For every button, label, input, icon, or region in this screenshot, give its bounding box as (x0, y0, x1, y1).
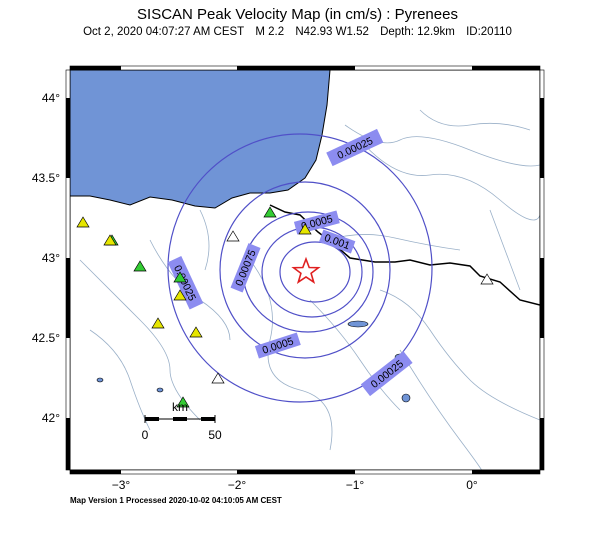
scale-unit: km (172, 400, 188, 414)
lon-tick-label: −1° (346, 478, 365, 492)
lat-tick-label: 42° (42, 411, 60, 425)
station-yellow (76, 216, 90, 228)
event-id: ID:20110 (466, 26, 512, 38)
station-white (226, 230, 240, 242)
station-green (173, 271, 187, 283)
contour-inner (279, 241, 351, 303)
lat-axis: 44° 43.5° 43° 42.5° 42° (32, 91, 60, 425)
lon-axis: −3° −2° −1° 0° (112, 478, 478, 492)
station-green (133, 260, 147, 272)
lat-tick-label: 43° (42, 251, 60, 265)
contour-0.0005 (219, 181, 391, 359)
event-location: N42.93 W1.52 (295, 26, 369, 38)
event-depth: Depth: 12.9km (380, 26, 455, 38)
lat-tick-label: 43.5° (32, 171, 60, 185)
scale-start: 0 (142, 428, 149, 442)
map-title: SISCAN Peak Velocity Map (in cm/s) : Pyr… (137, 6, 458, 23)
map-frame (65, 65, 545, 475)
station-yellow (189, 326, 203, 338)
lat-tick-label: 42.5° (32, 331, 60, 345)
lon-tick-label: −3° (112, 478, 131, 492)
station-green (176, 396, 190, 408)
station-yellow (151, 317, 165, 329)
rivers (79, 109, 540, 470)
event-date: Oct 2, 2020 04:07:27 AM CEST (83, 26, 245, 38)
lon-tick-label: −2° (228, 478, 247, 492)
station-green (263, 206, 277, 218)
lat-tick-label: 44° (42, 91, 60, 105)
scale-bar: km 0 50 (142, 400, 222, 442)
station-white (211, 372, 225, 384)
epicenter-star (291, 256, 321, 284)
station-white (480, 273, 494, 285)
map-version-footer: Map Version 1 Processed 2020-10-02 04:10… (70, 496, 282, 505)
station-yellow (298, 223, 312, 235)
contour-0.00025 (167, 133, 433, 403)
stations (76, 206, 494, 408)
station-yellow (173, 289, 187, 301)
event-magnitude: M 2.2 (255, 26, 285, 38)
lon-tick-label: 0° (466, 478, 478, 492)
event-info: Oct 2, 2020 04:07:27 AM CEST M 2.2 N42.9… (0, 26, 595, 38)
scale-end: 50 (208, 428, 222, 442)
sea-area (70, 70, 331, 209)
station-yellow (103, 234, 117, 246)
